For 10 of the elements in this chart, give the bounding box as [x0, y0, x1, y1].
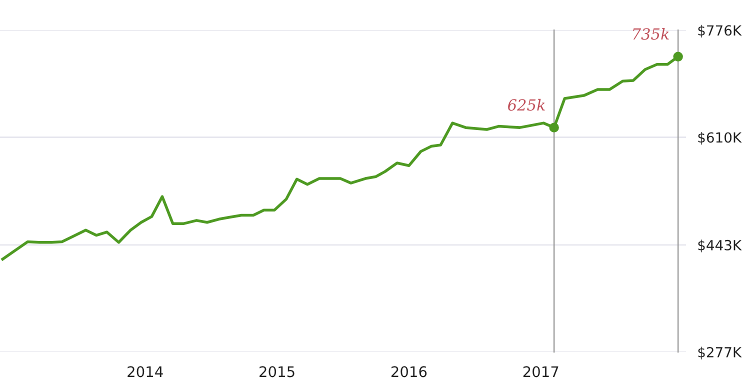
x-tick-label: 2014 [128, 366, 163, 378]
x-tick-label: 2016 [391, 366, 427, 378]
y-tick-label: $277K [698, 346, 742, 360]
x-tick-label: 2015 [260, 366, 294, 378]
y-tick-label: $776K [698, 24, 742, 38]
y-tick-label: $610K [698, 132, 742, 145]
y-tick-label: $443K [698, 240, 742, 252]
annotation: 625k [508, 98, 545, 111]
annotation: 735k [633, 28, 669, 40]
x-tick-label: 2017 [523, 366, 558, 378]
